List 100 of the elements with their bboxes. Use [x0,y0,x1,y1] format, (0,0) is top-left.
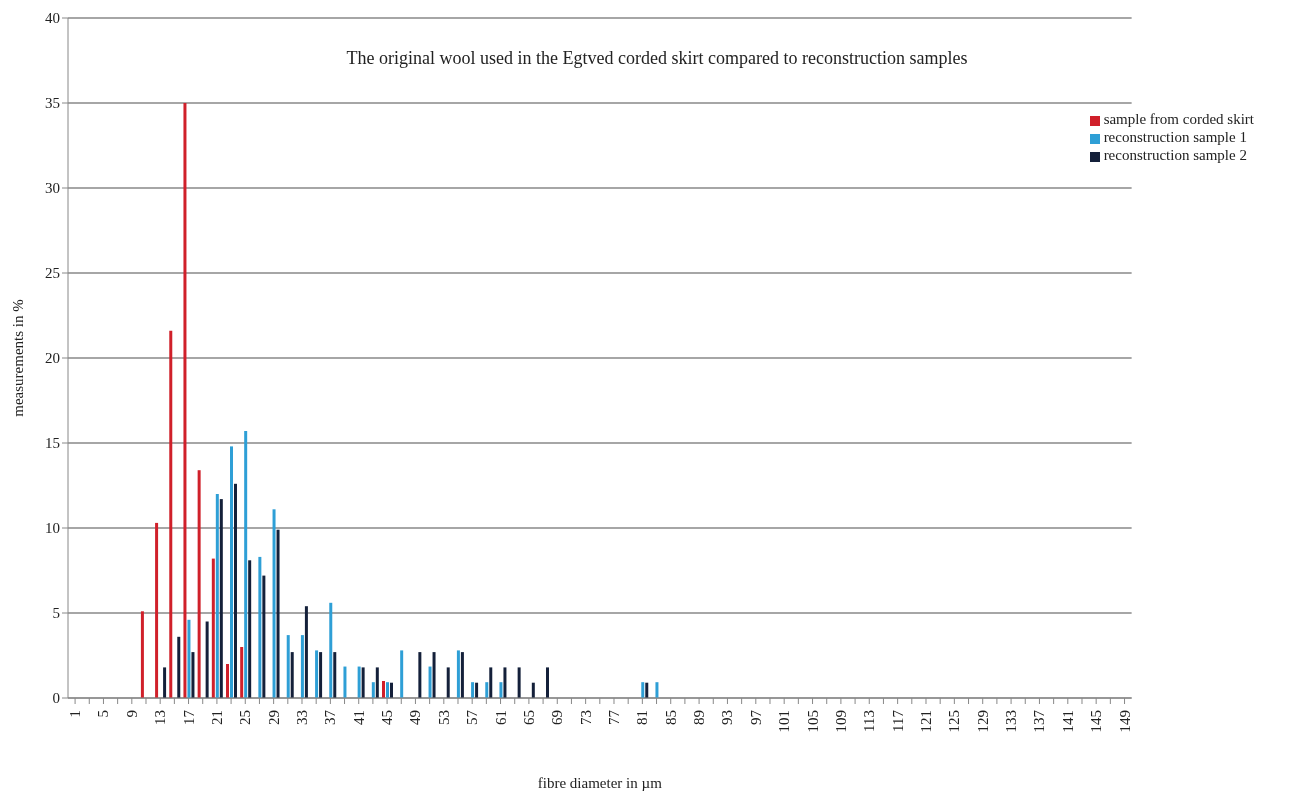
bar [546,667,549,698]
bar [163,667,167,698]
bar [475,682,479,698]
x-tick-label: 81 [634,710,651,725]
x-tick-label: 97 [747,709,764,725]
x-tick-label: 141 [1059,710,1076,733]
bar [319,652,323,698]
x-tick-label: 121 [917,710,934,733]
bar [234,483,237,698]
bar [177,636,181,698]
x-tick-label: 37 [322,709,339,725]
bar [343,666,347,698]
bar [531,682,535,698]
bar [262,575,266,698]
bar [276,529,280,698]
x-tick-label: 41 [350,710,367,725]
bar [471,682,475,698]
legend-label: sample from corded skirt [1103,111,1254,127]
bar [304,606,308,698]
y-tick-label: 5 [52,605,60,622]
bar [418,652,422,698]
bar [390,682,393,698]
bar [400,650,404,698]
x-tick-label: 149 [1116,710,1133,733]
x-tick-label: 101 [776,710,793,733]
bar [432,652,436,698]
bar [286,635,290,698]
bar [272,509,276,698]
x-tick-label: 89 [691,710,708,725]
text: The original wool used in the Egtved corded skirt compared to reconstruction samples [345,48,969,69]
y-tick-label: 25 [45,265,60,282]
bar [215,494,219,698]
bar [258,556,262,698]
bar [485,682,489,698]
y-tick-label: 35 [45,95,60,112]
bar [248,560,252,698]
bar [219,499,223,698]
bar [503,667,507,698]
y-tick-label: 40 [45,10,60,27]
bar [460,652,464,698]
x-tick-label: 1 [67,710,84,718]
legend-label: reconstruction sample 1 [1103,129,1247,145]
x-tick-label: 57 [464,709,481,725]
bar [382,681,385,698]
bar [645,682,649,698]
bar [489,667,493,698]
x-tick-label: 61 [492,710,509,725]
x-tick-label: 113 [861,710,878,732]
x-tick-label: 65 [520,710,537,725]
x-tick-label: 137 [1031,709,1048,733]
bar [187,619,191,698]
x-tick-label: 25 [237,710,254,725]
bar [446,667,450,698]
x-tick-label: 133 [1003,710,1020,733]
y-tick-label: 15 [45,435,60,452]
x-tick-label: 13 [152,710,169,725]
bar [300,635,304,698]
bar [211,558,215,698]
x-tick-label: 105 [804,710,821,733]
bar [428,666,432,698]
x-tick-label: 33 [294,710,310,725]
x-tick-label: 125 [946,710,963,733]
y-tick-label: 30 [45,180,60,197]
x-tick-label: 85 [662,710,679,725]
x-tick-label: 45 [379,710,396,725]
bar [333,652,337,698]
bar [329,602,333,698]
bar [226,664,229,698]
bar [375,667,379,698]
bar [499,682,503,698]
x-tick-label: 109 [832,710,849,733]
bar [244,431,248,698]
x-tick-label: 145 [1088,710,1105,733]
bar [205,621,209,698]
x-tick-label: 21 [208,710,225,725]
bar [315,650,319,698]
bar [655,682,659,698]
bar [240,647,244,698]
bar [191,652,195,698]
bar [517,667,521,698]
x-tick-label: 17 [180,709,197,725]
x-tick-label: 73 [577,710,594,725]
bar [357,666,361,698]
bar [386,682,389,698]
x-tick-label: 29 [265,710,282,725]
x-tick-label: 53 [435,710,452,725]
bar [230,446,233,698]
y-axis-title: measurements in % [10,299,27,417]
bar [361,667,365,698]
x-axis-title: fibre diameter in µm [537,775,663,791]
y-tick-label: 20 [45,350,60,367]
bar [290,652,294,698]
x-tick-label: 49 [407,710,424,725]
x-tick-label: 77 [605,709,622,725]
x-tick-label: 93 [719,710,736,725]
bar [155,522,159,698]
legend-label: reconstruction sample 2 [1103,147,1247,163]
bar [456,650,460,698]
y-tick-label: 0 [52,690,60,707]
bar [371,682,375,698]
